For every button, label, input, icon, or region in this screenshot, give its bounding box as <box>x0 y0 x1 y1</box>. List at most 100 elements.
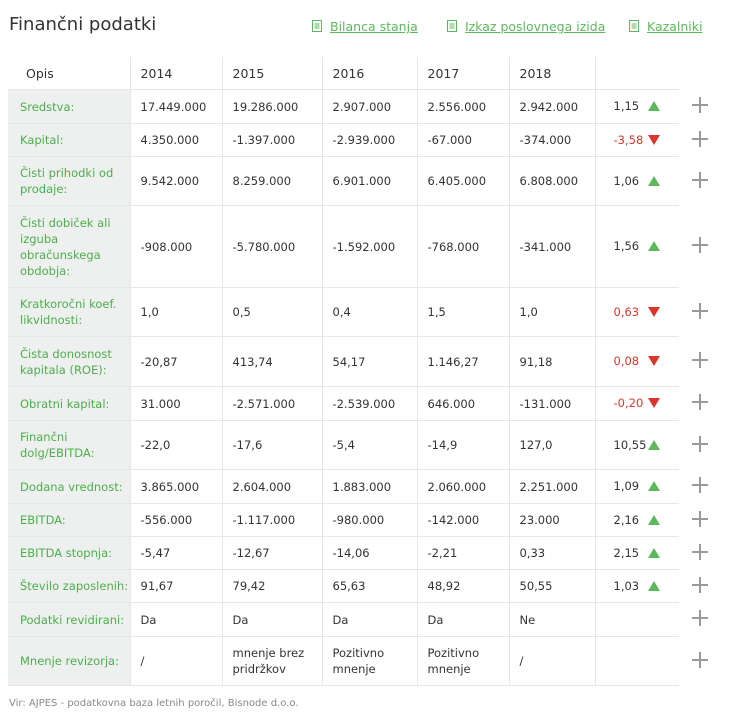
expand-plus-icon[interactable] <box>692 511 708 527</box>
table-row: Število zaposlenih: 91,67 79,42 65,63 48,92 5… <box>8 569 679 603</box>
arrow-up-icon <box>647 438 660 454</box>
table-row: Čisti prihodki od prodaje: 9.542.000 8.259… <box>8 156 679 206</box>
table-row: Obratni kapital: 31.000 -2.571.000 -2.539.0… <box>8 386 679 421</box>
cell-2016: -14,06 <box>322 536 418 570</box>
table-row: Čista donosnost kapitala (ROE): -20,87 413… <box>8 336 679 387</box>
cell-2016: 54,17 <box>322 336 418 387</box>
expand-plus-icon[interactable] <box>692 544 708 560</box>
row-label: Čisti dobiček ali izguba obračunskega ob… <box>8 205 131 288</box>
cell-2014: 3.865.000 <box>130 469 223 504</box>
source-note: Vir: AJPES - podatkovna baza letnih poro… <box>9 698 299 709</box>
index-value: -0,20 <box>613 396 644 410</box>
cell-2018: 2.942.000 <box>509 89 596 124</box>
cell-2015: 2.604.000 <box>222 469 323 504</box>
cell-2018: 0,33 <box>509 536 596 570</box>
expand-plus-icon[interactable] <box>692 394 708 410</box>
index-cell: -0,20 <box>595 386 679 421</box>
expand-plus-icon[interactable] <box>692 577 708 593</box>
cell-2017: 1,5 <box>417 287 510 337</box>
cell-2017: -14,9 <box>417 420 510 470</box>
expand-plus-icon[interactable] <box>692 97 708 113</box>
expand-plus-icon[interactable] <box>692 610 708 626</box>
index-value: 2,15 <box>613 545 640 560</box>
arrow-down-icon <box>647 396 660 412</box>
cell-2016: 0,4 <box>322 287 418 337</box>
index-cell: 1,06 <box>595 156 679 206</box>
index-cell: 2,16 <box>595 503 679 537</box>
index-cell <box>595 636 679 686</box>
expand-plus-icon[interactable] <box>692 477 708 493</box>
index-cell <box>595 602 679 637</box>
cell-2018: 50,55 <box>509 569 596 603</box>
kazalniki-link[interactable]: Kazalniki <box>629 19 702 34</box>
index-value: 0,08 <box>613 354 640 368</box>
cell-2018: -374.000 <box>509 123 596 157</box>
index-cell: 10,55 <box>595 420 679 470</box>
cell-2014: Da <box>130 602 223 637</box>
expand-plus-icon[interactable] <box>692 652 708 668</box>
cell-2016: -2.939.000 <box>322 123 418 157</box>
cell-2014: -5,47 <box>130 536 223 570</box>
cell-2018: 23.000 <box>509 503 596 537</box>
cell-2017: Pozitivno mnenje <box>417 636 510 686</box>
column-header-2017: 2017 <box>417 57 510 90</box>
cell-2014: 31.000 <box>130 386 223 421</box>
cell-2015: -12,67 <box>222 536 323 570</box>
cell-2018: 91,18 <box>509 336 596 387</box>
document-icon <box>629 19 641 34</box>
cell-2017: -142.000 <box>417 503 510 537</box>
cell-2014: 9.542.000 <box>130 156 223 206</box>
expand-plus-icon[interactable] <box>692 352 708 368</box>
table-row: EBITDA: -556.000 -1.117.000 -980.000 -142.00… <box>8 503 679 537</box>
cell-2015: -1.397.000 <box>222 123 323 157</box>
cell-2018: 127,0 <box>509 420 596 470</box>
expand-plus-icon[interactable] <box>692 237 708 253</box>
column-header-opis: Opis <box>8 57 131 90</box>
bilanca-stanja-label: Bilanca stanja <box>330 19 418 34</box>
index-value: 10,55 <box>613 437 647 452</box>
izkaz-poslovnega-izida-link[interactable]: Izkaz poslovnega izida <box>447 19 605 34</box>
cell-2014: / <box>130 636 223 686</box>
arrow-down-icon <box>647 133 660 149</box>
row-label: EBITDA stopnja: <box>8 536 131 570</box>
index-value: 1,06 <box>613 173 640 188</box>
cell-2014: -908.000 <box>130 205 223 288</box>
index-value: 1,56 <box>613 239 640 253</box>
arrow-up-icon <box>647 479 660 495</box>
cell-2015: mnenje brez pridržkov <box>222 636 323 686</box>
expand-plus-icon[interactable] <box>692 436 708 452</box>
cell-2015: 0,5 <box>222 287 323 337</box>
arrow-up-icon <box>647 239 660 255</box>
row-label: Dodana vrednost: <box>8 469 131 504</box>
izkaz-poslovnega-izida-label: Izkaz poslovnega izida <box>465 19 606 34</box>
column-header-index <box>595 57 679 90</box>
kazalniki-label: Kazalniki <box>647 19 703 34</box>
cell-2014: 1,0 <box>130 287 223 337</box>
cell-2016: 1.883.000 <box>322 469 418 504</box>
cell-2018: / <box>509 636 596 686</box>
expand-plus-icon[interactable] <box>692 131 708 147</box>
row-label: Čisti prihodki od prodaje: <box>8 156 131 206</box>
cell-2014: -556.000 <box>130 503 223 537</box>
index-value: 0,63 <box>613 304 640 319</box>
cell-2017: -67.000 <box>417 123 510 157</box>
cell-2015: 413,74 <box>222 336 323 387</box>
expand-plus-icon[interactable] <box>692 303 708 319</box>
column-header-2015: 2015 <box>222 57 323 90</box>
document-icon <box>312 19 324 34</box>
expand-plus-icon[interactable] <box>692 172 708 188</box>
cell-2016: -5,4 <box>322 420 418 470</box>
bilanca-stanja-link[interactable]: Bilanca stanja <box>312 19 418 34</box>
cell-2014: -22,0 <box>130 420 223 470</box>
index-cell: 1,56 <box>595 205 679 288</box>
cell-2015: -1.117.000 <box>222 503 323 537</box>
index-cell: 0,63 <box>595 287 679 337</box>
cell-2016: Pozitivno mnenje <box>322 636 418 686</box>
cell-2016: 6.901.000 <box>322 156 418 206</box>
arrow-down-icon <box>647 354 660 370</box>
row-label: Kapital: <box>8 123 131 157</box>
arrow-up-icon <box>647 99 660 115</box>
arrow-up-icon <box>647 579 660 595</box>
cell-2018: 6.808.000 <box>509 156 596 206</box>
table-row: Dodana vrednost: 3.865.000 2.604.000 1.883.… <box>8 469 679 504</box>
